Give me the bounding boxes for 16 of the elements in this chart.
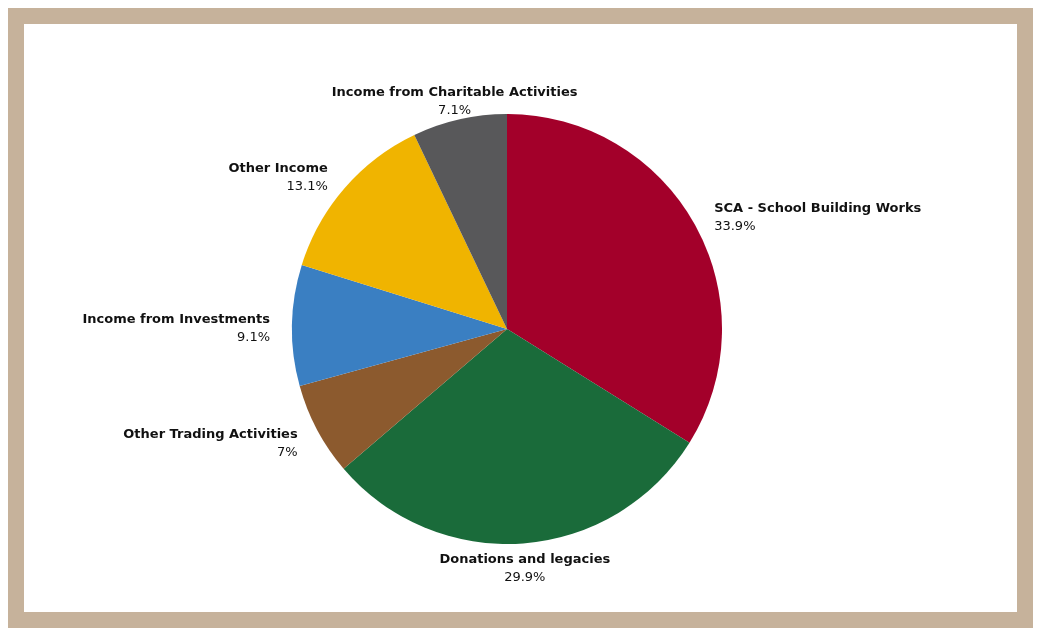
data-label: 7.1% — [438, 101, 472, 117]
pie-slice — [299, 329, 507, 469]
pie-slice — [343, 329, 690, 544]
slice-label: Other Trading Activities — [123, 426, 298, 442]
data-label: 13.1% — [286, 177, 328, 193]
slice-label: Income from Charitable Activities — [331, 83, 578, 99]
slice-label: Other Income — [228, 159, 329, 175]
data-label: 7% — [277, 444, 298, 460]
slice-label: Donations and legacies — [439, 551, 611, 567]
slice-label: SCA - School Building Works — [714, 199, 922, 215]
pie-slice — [414, 114, 507, 329]
data-label: 9.1% — [237, 328, 271, 344]
slice-label: Income from Investments — [82, 310, 271, 326]
pie-slice — [292, 264, 507, 386]
data-label: 29.9% — [504, 569, 546, 585]
data-label: 33.9% — [714, 217, 756, 233]
